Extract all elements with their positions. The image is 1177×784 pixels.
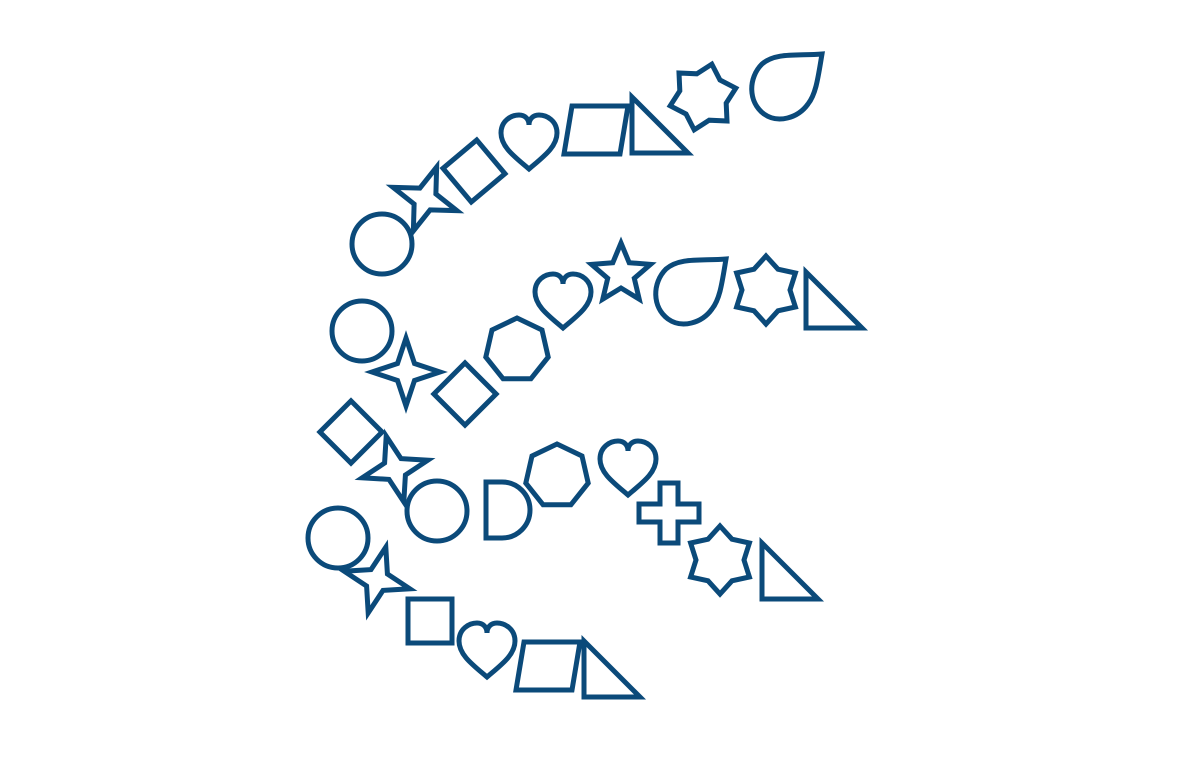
right-triangle-icon [581, 634, 647, 700]
diamond-icon [430, 359, 500, 429]
heart-icon [597, 438, 659, 499]
heart-icon [532, 271, 594, 332]
diamond-icon [439, 136, 509, 206]
right-triangle-icon [803, 265, 869, 331]
four-point-star-icon [364, 330, 448, 414]
heptagon-icon [523, 441, 591, 508]
five-point-star-icon [585, 236, 657, 305]
circle-icon [305, 505, 371, 571]
four-point-star-icon [385, 159, 465, 239]
teardrop-icon [749, 51, 825, 122]
row-3 [316, 397, 825, 602]
six-point-star-icon [687, 522, 753, 598]
cross-icon [636, 480, 702, 546]
six-point-star-icon [666, 60, 740, 134]
circle-icon [329, 298, 395, 364]
circle-icon [349, 211, 415, 277]
heptagon-icon [483, 315, 551, 382]
diamond-icon [405, 596, 455, 646]
parallelogram-icon [513, 639, 583, 693]
heart-icon [456, 620, 518, 681]
right-triangle-icon [629, 90, 695, 156]
half-circle-icon [483, 479, 533, 541]
row-4 [305, 505, 647, 700]
parallelogram-icon [561, 103, 631, 157]
teardrop-icon [653, 256, 729, 327]
circle-icon [404, 478, 470, 544]
square-icon [316, 397, 386, 467]
row-1 [349, 51, 825, 277]
row-2 [329, 236, 869, 429]
four-point-star-icon [354, 428, 436, 510]
heart-icon [498, 112, 560, 173]
four-point-star-icon [336, 539, 418, 621]
six-point-star-icon [733, 252, 799, 328]
right-triangle-icon [759, 536, 825, 602]
